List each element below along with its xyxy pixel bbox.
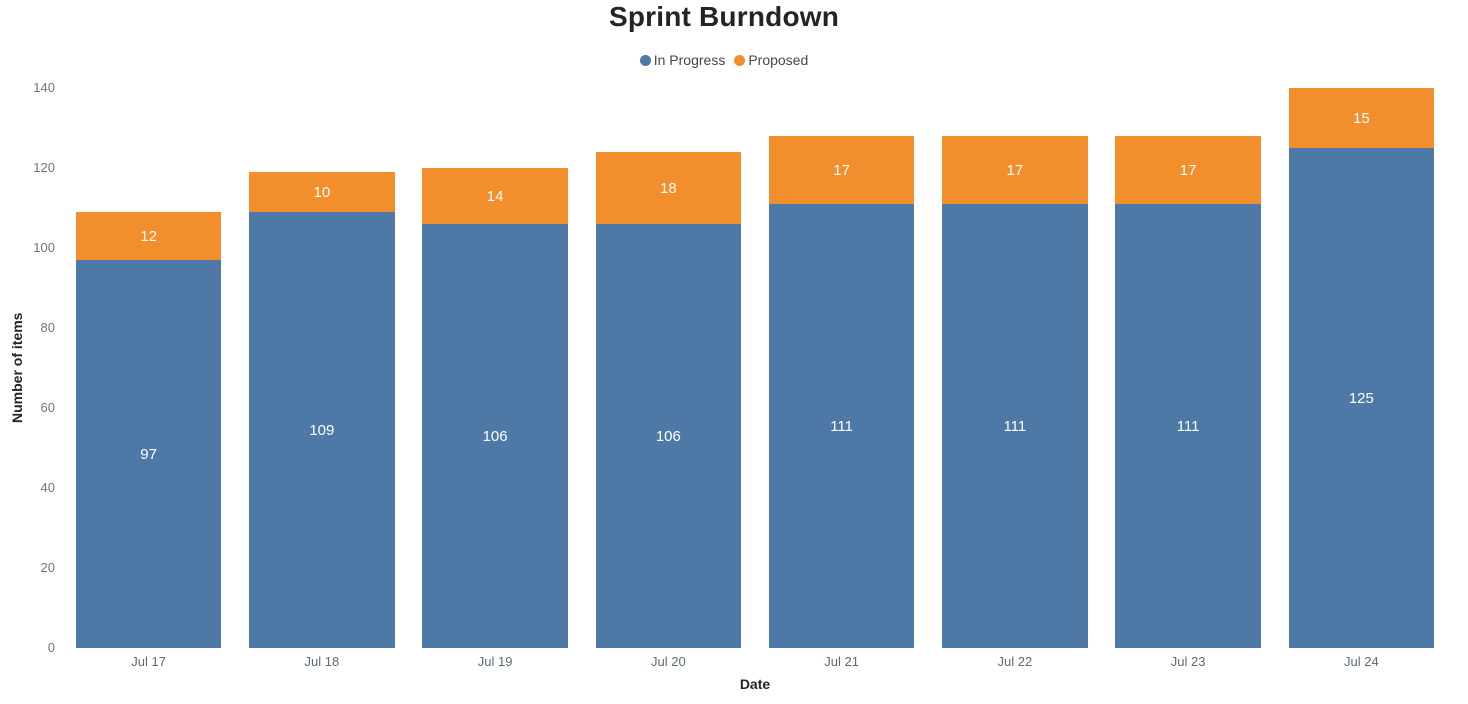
x-tick-label-jul-17: Jul 17 [131,654,166,669]
bar-value-label: 125 [1348,389,1374,407]
bar-segment-proposed-jul-22[interactable]: 17 [942,136,1088,204]
legend-dot-in-progress [639,54,651,66]
bar-stack-jul-20: 18 106 [595,152,742,648]
bar-segment-in-progress-jul-17[interactable]: 97 [75,260,222,648]
plot-area: 12 97 10 109 14 106 18 106 17 111 17 111 17 111 15 125 [62,88,1448,648]
x-tick-label-jul-23: Jul 23 [1170,654,1206,669]
bar-group-jul-17: 12 97 [62,88,235,648]
x-tick-label-jul-22: Jul 22 [997,654,1033,669]
bar-group-jul-19: 14 106 [409,88,582,648]
bar-segment-proposed-jul-20[interactable]: 18 [595,152,742,224]
bar-value-label: 17 [833,161,850,179]
y-tick-label: 20 [40,560,55,575]
x-tick-label-jul-21: Jul 21 [824,654,859,669]
bar-group-jul-22: 17 111 [928,88,1101,648]
bar-stack-jul-22: 17 111 [942,136,1088,648]
bar-group-jul-20: 18 106 [582,88,755,648]
bar-group-jul-23: 17 111 [1102,88,1275,648]
bar-segment-in-progress-jul-18[interactable]: 109 [249,212,395,648]
y-tick-label: 140 [33,80,55,95]
bar-segment-proposed-jul-19[interactable]: 14 [422,168,568,224]
bar-stack-jul-18: 10 109 [249,172,395,648]
bar-value-label: 111 [1003,417,1027,435]
bar-group-jul-24: 15 125 [1275,88,1448,648]
bar-value-label: 106 [655,427,681,445]
bar-stack-jul-17: 12 97 [75,212,222,648]
x-tick-label-jul-24: Jul 24 [1344,654,1379,669]
bar-stack-jul-24: 15 125 [1288,88,1435,648]
y-tick-label: 100 [33,240,55,255]
bar-group-jul-18: 10 109 [235,88,408,648]
bar-value-label: 15 [1353,109,1370,127]
y-tick-label: 40 [40,480,55,495]
legend: In Progress Proposed [0,51,1448,69]
bar-value-label: 17 [1006,161,1024,179]
bar-value-label: 12 [140,227,157,245]
bar-segment-proposed-jul-21[interactable]: 17 [768,136,915,204]
bar-segment-in-progress-jul-24[interactable]: 125 [1288,148,1435,648]
x-axis-ticks: Jul 17 Jul 18 Jul 19 Jul 20 Jul 21 Jul 22 Jul … [62,654,1448,669]
bar-value-label: 14 [486,187,504,205]
legend-label: In Progress [653,52,726,68]
bar-segment-proposed-jul-24[interactable]: 15 [1288,88,1435,148]
bar-segment-proposed-jul-18[interactable]: 10 [249,172,395,212]
x-tick-label-jul-18: Jul 18 [304,654,340,669]
bar-value-label: 97 [140,445,157,463]
bar-value-label: 17 [1179,161,1197,179]
y-tick-label: 80 [40,320,55,335]
bar-stack-jul-21: 17 111 [768,136,915,648]
x-axis-title: Date [739,676,771,692]
legend-item-in-progress[interactable]: In Progress [639,52,726,68]
legend-label: Proposed [748,52,809,68]
chart-title: Sprint Burndown [608,1,840,32]
legend-item-proposed[interactable]: Proposed [734,52,808,68]
bar-segment-proposed-jul-17[interactable]: 12 [75,212,222,260]
bar-value-label: 111 [1176,417,1200,435]
x-tick-label-jul-20: Jul 20 [651,654,686,669]
bar-value-label: 10 [313,183,331,201]
bar-value-label: 106 [482,427,508,445]
y-tick-label: 0 [47,640,55,655]
bar-value-label: 18 [660,179,677,197]
bar-segment-in-progress-jul-19[interactable]: 106 [422,224,568,648]
y-tick-label: 60 [40,400,55,415]
bar-group-jul-21: 17 111 [755,88,928,648]
y-tick-label: 120 [33,160,55,175]
x-tick-label-jul-19: Jul 19 [477,654,513,669]
bar-segment-in-progress-jul-20[interactable]: 106 [595,224,742,648]
bar-stack-jul-19: 14 106 [422,168,568,648]
bar-value-label: 109 [309,421,335,439]
bar-segment-in-progress-jul-22[interactable]: 111 [942,204,1088,648]
y-axis-ticks: 0 20 40 60 80 100 120 140 [0,81,55,655]
bar-segment-in-progress-jul-23[interactable]: 111 [1115,204,1261,648]
bar-segment-in-progress-jul-21[interactable]: 111 [768,204,915,648]
legend-dot-proposed [734,54,746,66]
bar-segment-proposed-jul-23[interactable]: 17 [1115,136,1261,204]
bar-stack-jul-23: 17 111 [1115,136,1261,648]
bar-value-label: 111 [830,417,854,435]
